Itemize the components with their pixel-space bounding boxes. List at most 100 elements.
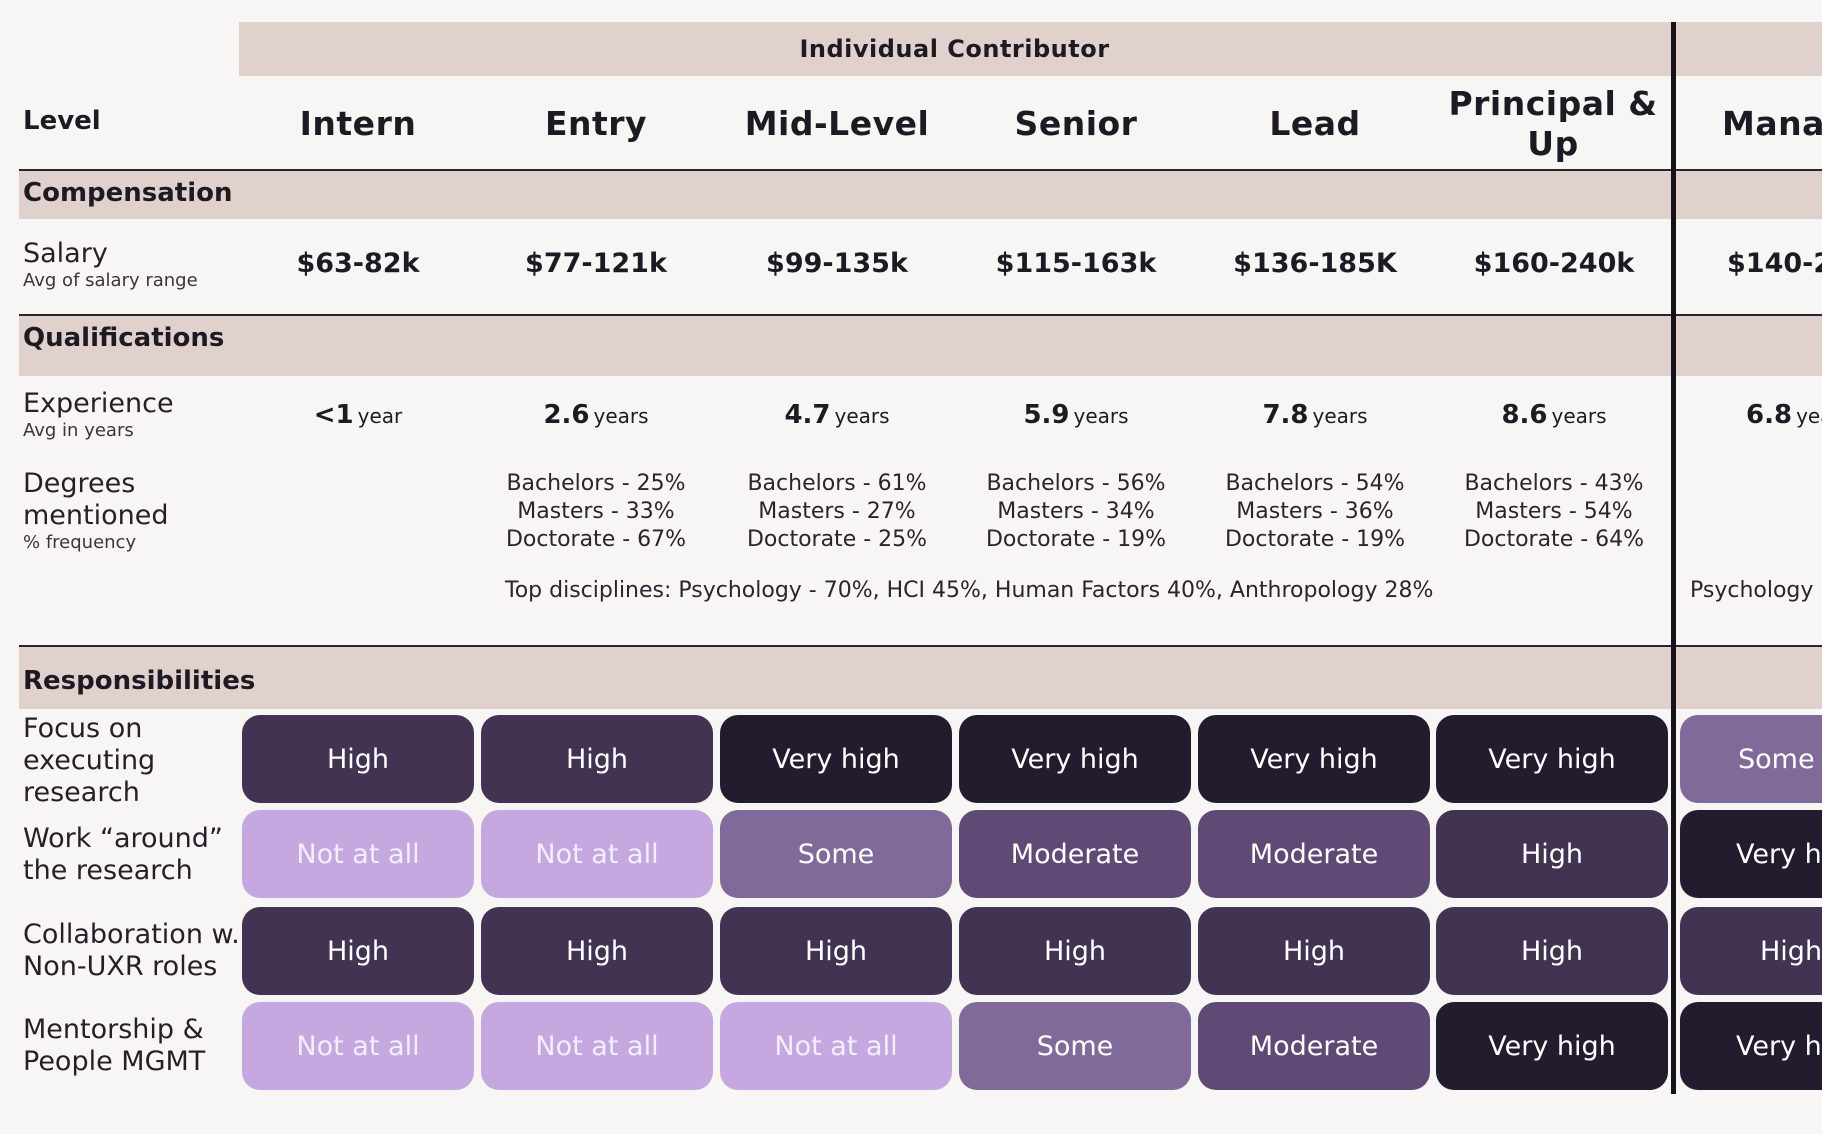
level-pill-label: High bbox=[1282, 935, 1346, 967]
section-label-qualifications: Qualifications bbox=[23, 323, 225, 353]
degrees-value-principal: Bachelors - 43% Masters - 54% Doctorate … bbox=[1435, 470, 1673, 554]
level-pill: High bbox=[1436, 810, 1668, 898]
level-pill: High bbox=[1680, 907, 1822, 995]
experience-unit: years bbox=[1312, 404, 1368, 428]
level-pill: High bbox=[720, 907, 952, 995]
degree-doctorate: Doctorate - 25% bbox=[746, 527, 928, 552]
level-pill: Some bbox=[720, 810, 952, 898]
level-pill: Very high bbox=[1198, 715, 1430, 803]
experience-unit: yea bbox=[1796, 404, 1822, 428]
degree-masters: Masters - 27% bbox=[758, 499, 916, 524]
degree-doctorate: Doctorate - 19% bbox=[1224, 527, 1406, 552]
row-label-line: Non-UXR roles bbox=[23, 951, 218, 982]
ic-management-divider bbox=[1671, 22, 1676, 1094]
header-band-mgmt bbox=[1676, 22, 1822, 76]
level-pill-label: Some bbox=[797, 838, 875, 870]
level-pill-label: Not at all bbox=[296, 838, 420, 870]
salary-sublabel: Avg of salary range bbox=[23, 270, 198, 291]
level-pill-label: High bbox=[565, 935, 629, 967]
degree-masters: Masters - 34% bbox=[997, 499, 1155, 524]
column-header-entry: Entry bbox=[544, 104, 648, 143]
column-header-intern: Intern bbox=[299, 104, 417, 143]
experience-number: <1 bbox=[313, 400, 354, 430]
level-pill-label: Not at all bbox=[774, 1030, 898, 1062]
level-pill-label: Moderate bbox=[1249, 1030, 1379, 1062]
experience-unit: years bbox=[834, 404, 890, 428]
level-pill: Not at all bbox=[481, 810, 713, 898]
level-pill-label: Very hi bbox=[1736, 1030, 1822, 1062]
degrees-value-senior: Bachelors - 56% Masters - 34% Doctorate … bbox=[957, 470, 1195, 554]
focus-executing-row-label: Focus on executing research bbox=[23, 713, 155, 809]
level-pill-label: High bbox=[326, 743, 390, 775]
level-pill-label: Very hi bbox=[1736, 838, 1822, 870]
level-pill-label: Not at all bbox=[535, 838, 659, 870]
level-pill-label: Very high bbox=[1488, 1030, 1616, 1062]
row-label-line: Collaboration w. bbox=[23, 919, 240, 950]
level-pill: High bbox=[1436, 907, 1668, 995]
experience-number: 8.6 bbox=[1501, 400, 1548, 430]
level-pill-label: Moderate bbox=[1010, 838, 1140, 870]
column-header-lead: Lead bbox=[1269, 104, 1361, 143]
salary-value-senior: $115-163k bbox=[995, 248, 1157, 279]
level-pill: Very high bbox=[1436, 1002, 1668, 1090]
row-label-line: Mentorship & bbox=[23, 1014, 204, 1045]
level-pill-label: Some bbox=[1036, 1030, 1114, 1062]
experience-unit: years bbox=[1073, 404, 1129, 428]
mentorship-row-label: Mentorship & People MGMT bbox=[23, 1014, 205, 1078]
level-pill-label: High bbox=[1043, 935, 1107, 967]
top-disciplines: Top disciplines: Psychology - 70%, HCI 4… bbox=[505, 578, 1434, 603]
degree-doctorate: Doctorate - 19% bbox=[985, 527, 1167, 552]
header-band bbox=[239, 22, 1671, 76]
band-title: Individual Contributor bbox=[799, 35, 1110, 63]
section-label-responsibilities: Responsibilities bbox=[23, 666, 256, 696]
degree-bachelors: Bachelors - 25% bbox=[506, 471, 686, 496]
salary-value-entry: $77-121k bbox=[525, 248, 667, 279]
salary-row-label: Salary Avg of salary range bbox=[23, 238, 198, 292]
degree-doctorate: Doctorate - 64% bbox=[1463, 527, 1645, 552]
level-pill: High bbox=[959, 907, 1191, 995]
degree-masters: Masters - 33% bbox=[517, 499, 675, 524]
row-label-line: executing bbox=[23, 745, 156, 776]
salary-value-mid-level: $99-135k bbox=[766, 248, 908, 279]
row-label-line: People MGMT bbox=[23, 1046, 206, 1077]
degrees-row-label: Degrees mentioned % frequency bbox=[23, 468, 169, 554]
degrees-sublabel: % frequency bbox=[23, 532, 137, 553]
degrees-value-entry: Bachelors - 25% Masters - 33% Doctorate … bbox=[477, 470, 715, 554]
experience-number: 5.9 bbox=[1023, 400, 1070, 430]
experience-value-entry: 2.6 years bbox=[477, 400, 715, 430]
column-header-mid-level: Mid-Level bbox=[744, 104, 930, 143]
column-header-manager: Manag bbox=[1722, 104, 1822, 143]
experience-value-mid-level: 4.7 years bbox=[718, 400, 956, 430]
experience-sublabel: Avg in years bbox=[23, 420, 134, 441]
degrees-label-line1: Degrees bbox=[23, 468, 136, 499]
degrees-label-line2: mentioned bbox=[23, 500, 169, 531]
level-pill: High bbox=[1198, 907, 1430, 995]
salary-value-principal: $160-240k bbox=[1473, 248, 1635, 279]
work-around-row-label: Work “around” the research bbox=[23, 823, 223, 887]
level-pill-label: Very high bbox=[1250, 743, 1378, 775]
degree-bachelors: Bachelors - 43% bbox=[1464, 471, 1644, 496]
degree-bachelors: Bachelors - 61% bbox=[747, 471, 927, 496]
level-pill-label: Some bbox=[1738, 743, 1815, 775]
experience-unit: year bbox=[357, 404, 403, 428]
level-pill-label: High bbox=[804, 935, 868, 967]
salary-value-intern: $63-82k bbox=[296, 248, 420, 279]
level-pill-label: Not at all bbox=[535, 1030, 659, 1062]
experience-value-lead: 7.8 years bbox=[1196, 400, 1434, 430]
top-disciplines-manager: Psychology bbox=[1690, 578, 1814, 603]
level-pill: High bbox=[242, 715, 474, 803]
level-pill-label: Not at all bbox=[296, 1030, 420, 1062]
level-pill: Not at all bbox=[242, 1002, 474, 1090]
degrees-value-lead: Bachelors - 54% Masters - 36% Doctorate … bbox=[1196, 470, 1434, 554]
experience-value-principal: 8.6 years bbox=[1435, 400, 1673, 430]
header-divider bbox=[19, 169, 1822, 171]
level-pill: Some bbox=[959, 1002, 1191, 1090]
level-pill: Very high bbox=[1436, 715, 1668, 803]
level-pill-label: High bbox=[1760, 935, 1822, 967]
column-header-senior: Senior bbox=[1014, 104, 1138, 143]
level-pill: High bbox=[242, 907, 474, 995]
level-pill-label: Very high bbox=[1488, 743, 1616, 775]
responsibilities-band bbox=[19, 647, 1822, 709]
level-pill: Moderate bbox=[1198, 810, 1430, 898]
